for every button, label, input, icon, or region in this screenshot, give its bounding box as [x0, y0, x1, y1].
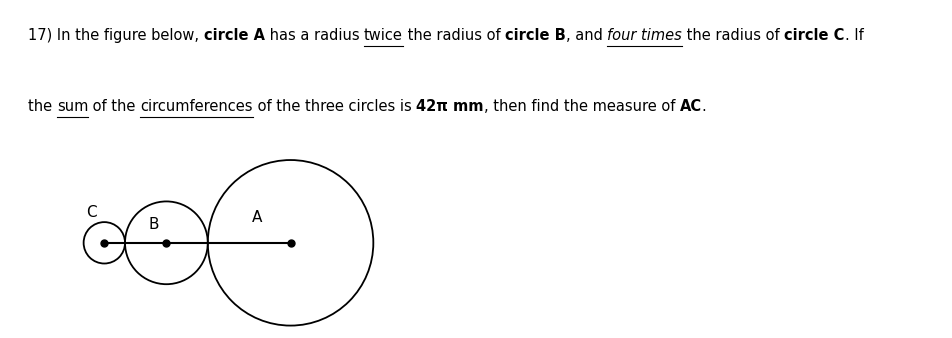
- Text: circle C: circle C: [784, 28, 844, 43]
- Text: 42π mm: 42π mm: [416, 99, 484, 114]
- Text: of the three circles is: of the three circles is: [252, 99, 416, 114]
- Text: B: B: [149, 217, 159, 232]
- Text: the radius of: the radius of: [403, 28, 506, 43]
- Text: circle A: circle A: [204, 28, 265, 43]
- Text: .: .: [702, 99, 706, 114]
- Text: A: A: [252, 211, 263, 225]
- Text: circle B: circle B: [506, 28, 565, 43]
- Text: sum: sum: [57, 99, 89, 114]
- Text: C: C: [86, 205, 96, 220]
- Text: the: the: [28, 99, 57, 114]
- Text: four times: four times: [607, 28, 682, 43]
- Text: twice: twice: [364, 28, 403, 43]
- Text: the radius of: the radius of: [682, 28, 784, 43]
- Text: circumferences: circumferences: [140, 99, 252, 114]
- Text: AC: AC: [680, 99, 702, 114]
- Text: of the: of the: [89, 99, 140, 114]
- Text: has a radius: has a radius: [265, 28, 364, 43]
- Text: . If: . If: [844, 28, 863, 43]
- Text: , then find the measure of: , then find the measure of: [484, 99, 680, 114]
- Text: 17) In the figure below,: 17) In the figure below,: [28, 28, 204, 43]
- Text: , and: , and: [565, 28, 607, 43]
